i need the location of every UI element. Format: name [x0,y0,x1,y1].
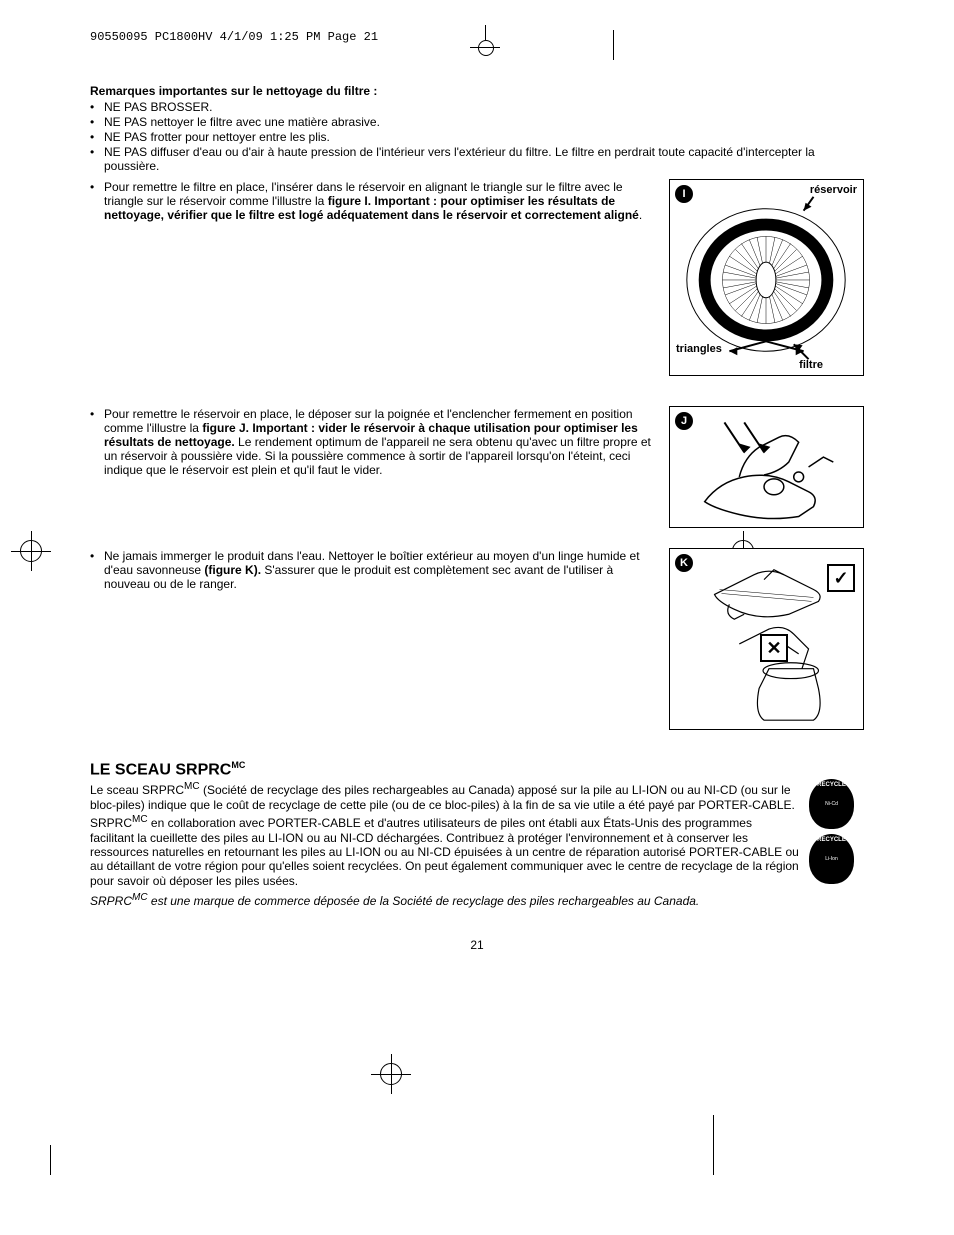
filter-heading: Remarques importantes sur le nettoyage d… [90,84,864,98]
figure-k-row: • Ne jamais immerger le produit dans l'e… [90,548,864,730]
crop-mark-icon [50,1145,51,1175]
filter-bullets: • NE PAS BROSSER. • NE PAS nettoyer le f… [90,100,864,173]
rbrc-p2: SRPRCMC en collaboration avec PORTER-CAB… [90,814,799,888]
figure-k: K ✓ ✕ [669,548,864,730]
crop-mark-icon [380,1063,402,1085]
label-triangles: triangles [676,343,722,355]
list-item: • Pour remettre le réservoir en place, l… [90,407,659,477]
list-item: • Ne jamais immerger le produit dans l'e… [90,549,659,591]
rbrc-heading: LE SCEAU SRPRCMC [90,760,864,779]
crop-mark-icon [613,30,614,60]
rbrc-trademark: SRPRCMC est une marque de commerce dépos… [90,892,864,908]
recycle-seal-icon: RECYCLE Li-Ion [809,834,854,884]
bullet-icon: • [90,115,104,129]
figure-label-k: K [675,554,693,572]
bullet-icon: • [90,549,104,591]
recycle-seal-icon: RECYCLE Ni-Cd [809,779,854,829]
vacuum-assembly-icon [670,407,863,527]
rbrc-p1: Le sceau SRPRCMC (Société de recyclage d… [90,781,799,812]
list-item: • NE PAS BROSSER. [90,100,864,114]
list-item: • Pour remettre le filtre en place, l'in… [90,180,659,222]
label-filtre: filtre [799,359,823,371]
rbrc-block: Le sceau SRPRCMC (Société de recyclage d… [90,779,864,890]
page-number: 21 [90,938,864,952]
figure-j-row: • Pour remettre le réservoir en place, l… [90,406,864,528]
doc-stamp: 90550095 PC1800HV 4/1/09 1:25 PM Page 21 [90,30,378,44]
bullet-j-text: Pour remettre le réservoir en place, le … [104,407,659,477]
figure-j: J [669,406,864,528]
cross-icon: ✕ [760,634,788,662]
recycle-seals: RECYCLE Ni-Cd RECYCLE Li-Ion [809,779,864,890]
list-item: • NE PAS nettoyer le filtre avec une mat… [90,115,864,129]
label-reservoir: réservoir [810,184,857,196]
list-item: • NE PAS frotter pour nettoyer entre les… [90,130,864,144]
figure-i-row: • Pour remettre le filtre en place, l'in… [90,179,864,376]
bullet-icon: • [90,100,104,114]
figure-i: I réservoir triangles filtre [669,179,864,376]
bullet-icon: • [90,130,104,144]
bullet-k-text: Ne jamais immerger le produit dans l'eau… [104,549,659,591]
list-item: • NE PAS diffuser d'eau ou d'air à haute… [90,145,864,173]
crop-mark-icon [713,1115,714,1175]
page-container: 90550095 PC1800HV 4/1/09 1:25 PM Page 21… [0,0,954,1235]
print-header: 90550095 PC1800HV 4/1/09 1:25 PM Page 21 [90,30,864,44]
check-icon: ✓ [827,564,855,592]
crop-mark-icon [470,25,500,55]
bullet-icon: • [90,407,104,477]
figure-label-j: J [675,412,693,430]
bullet-icon: • [90,180,104,222]
figure-label-i: I [675,185,693,203]
crop-mark-icon [20,540,42,562]
bullet-i-text: Pour remettre le filtre en place, l'insé… [104,180,659,222]
bullet-icon: • [90,145,104,173]
